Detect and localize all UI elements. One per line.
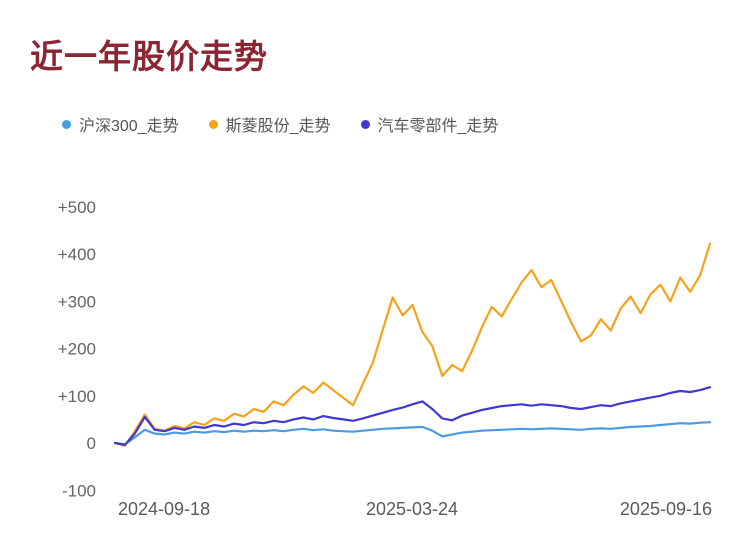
legend-label: 沪深300_走势 (79, 118, 179, 135)
y-axis-tick: 0 (87, 434, 96, 453)
y-axis-tick: +500 (58, 198, 96, 217)
y-axis-tick: +100 (58, 387, 96, 406)
y-axis-tick: +200 (58, 340, 96, 359)
legend-dot-icon (208, 119, 218, 129)
legend-dot-icon (62, 119, 71, 129)
legend-item-2[interactable]: 汽车零部件_走势 (360, 112, 499, 136)
x-axis-tick: 2025-09-16 (620, 499, 712, 519)
x-axis-tick: 2025-03-24 (366, 499, 458, 519)
y-axis-tick: +400 (58, 245, 96, 264)
legend-dot-icon (360, 119, 370, 129)
chart-legend: 沪深300_走势 斯菱股份_走势 汽车零部件_走势 (62, 112, 498, 136)
y-axis-tick: -100 (62, 481, 96, 500)
series-line-0 (113, 421, 712, 446)
series-line-1 (113, 242, 712, 447)
series-line-2 (113, 386, 712, 446)
x-axis-tick: 2024-09-18 (118, 499, 210, 519)
legend-label: 汽车零部件_走势 (377, 118, 499, 135)
chart-title: 近一年股价走势 (30, 38, 268, 75)
legend-item-0[interactable]: 沪深300_走势 (62, 112, 179, 136)
legend-label: 斯菱股份_走势 (225, 118, 331, 135)
legend-item-1[interactable]: 斯菱股份_走势 (208, 112, 331, 136)
y-axis-tick: +300 (58, 292, 96, 311)
